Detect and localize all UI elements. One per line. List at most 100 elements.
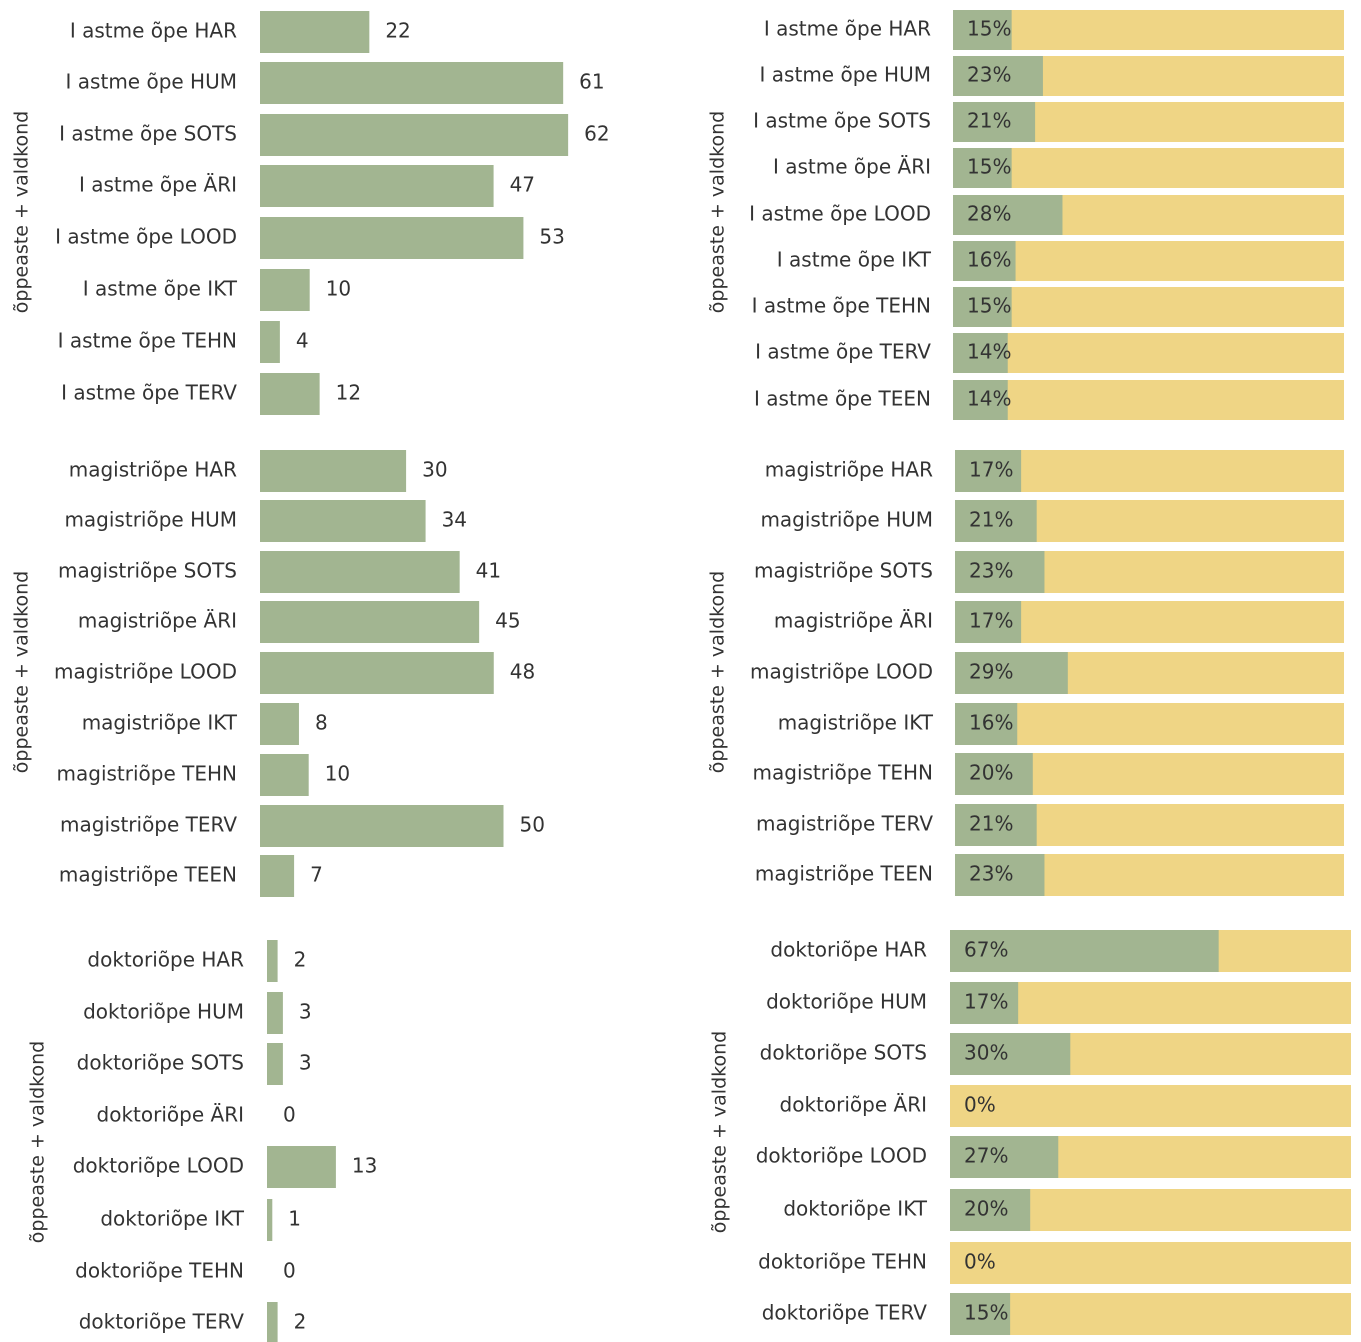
bar-remainder (953, 333, 1344, 373)
value-label: 41 (476, 559, 501, 583)
percent-label: 15% (967, 17, 1011, 41)
bar-remainder (950, 1293, 1351, 1335)
category-label: magistriõpe TEHN (753, 761, 933, 785)
value-label: 7 (310, 863, 323, 887)
category-label: I astme õpe IKT (83, 277, 238, 301)
bar-share (950, 982, 1019, 1024)
category-label: doktoriõpe TERV (762, 1301, 928, 1325)
category-label: doktoriõpe ÄRI (780, 1093, 927, 1117)
percent-label: 21% (969, 508, 1013, 532)
value-label: 4 (296, 329, 309, 353)
bar (260, 551, 460, 593)
category-label: I astme õpe ÄRI (773, 155, 931, 179)
axis-title: õppeaste + valdkond (709, 1031, 731, 1233)
percent-label: 14% (967, 340, 1011, 364)
category-label: doktoriõpe TEHN (758, 1250, 927, 1274)
category-label: magistriõpe TERV (756, 812, 933, 836)
bar (260, 11, 370, 53)
bar (260, 114, 569, 156)
bar-share (950, 1293, 1011, 1335)
value-label: 34 (442, 508, 467, 532)
bar-share (950, 1189, 1031, 1231)
bar-remainder (953, 148, 1344, 188)
category-label: I astme õpe HAR (764, 17, 931, 41)
category-label: I astme õpe TEHN (58, 329, 237, 353)
category-label: magistriõpe HUM (64, 508, 237, 532)
bar (267, 940, 278, 982)
value-label: 13 (352, 1154, 377, 1178)
category-label: I astme õpe HUM (760, 63, 931, 87)
category-label: I astme õpe IKT (777, 248, 932, 272)
category-label: doktoriõpe HAR (770, 938, 927, 962)
category-label: magistriõpe TERV (60, 813, 237, 837)
bar-share (950, 1033, 1071, 1075)
bar-share (955, 804, 1037, 846)
value-label: 10 (326, 277, 351, 301)
bar-share (955, 652, 1068, 694)
bar-remainder (950, 1085, 1351, 1127)
bar-share (953, 380, 1008, 420)
bar (260, 754, 309, 796)
category-label: magistriõpe HAR (765, 458, 933, 482)
value-label: 61 (579, 70, 604, 94)
percent-label: 23% (967, 63, 1011, 87)
value-label: 12 (336, 381, 361, 405)
axis-title: õppeaste + valdkond (707, 571, 729, 773)
category-label: doktoriõpe HUM (766, 990, 927, 1014)
value-label: 3 (299, 1051, 312, 1075)
bar (260, 652, 494, 694)
percent-label: 20% (964, 1197, 1008, 1221)
axis-title: õppeaste + valdkond (11, 111, 33, 313)
bar-share (953, 102, 1036, 142)
category-label: magistriõpe LOOD (54, 660, 237, 684)
bar-remainder (953, 241, 1344, 281)
percent-label: 20% (969, 761, 1013, 785)
bar (267, 1199, 273, 1241)
bar (260, 165, 494, 207)
value-label: 2 (294, 948, 307, 972)
percent-label: 21% (969, 812, 1013, 836)
bar (260, 217, 524, 259)
category-label: magistriõpe IKT (778, 711, 934, 735)
bar-share (953, 195, 1063, 235)
value-label: 47 (510, 173, 535, 197)
bar-share (950, 930, 1219, 972)
bar-share (953, 10, 1012, 50)
bar (260, 373, 320, 415)
bar-remainder (953, 380, 1344, 420)
category-label: doktoriõpe HAR (87, 948, 244, 972)
bar-share (950, 1136, 1059, 1178)
category-label: magistriõpe SOTS (754, 559, 933, 583)
bar (260, 805, 504, 847)
value-label: 62 (584, 122, 609, 146)
category-label: magistriõpe HUM (760, 508, 933, 532)
percent-label: 23% (969, 559, 1013, 583)
percent-label: 15% (964, 1301, 1008, 1325)
category-label: magistriõpe LOOD (750, 660, 933, 684)
percent-label: 14% (967, 387, 1011, 411)
category-label: doktoriõpe IKT (783, 1197, 927, 1221)
value-label: 3 (299, 1000, 312, 1024)
category-label: I astme õpe TERV (755, 340, 931, 364)
bar-share (953, 148, 1012, 188)
category-label: doktoriõpe TERV (79, 1310, 245, 1334)
bar-share (955, 500, 1037, 542)
bar-remainder (955, 703, 1344, 745)
category-label: I astme õpe LOOD (55, 225, 237, 249)
category-label: doktoriõpe SOTS (760, 1041, 927, 1065)
bar-share (953, 56, 1043, 96)
percent-label: 0% (964, 1093, 996, 1117)
bar (267, 1302, 278, 1342)
category-label: magistriõpe IKT (82, 711, 238, 735)
value-label: 1 (288, 1207, 301, 1231)
category-label: doktoriõpe LOOD (756, 1144, 927, 1168)
value-label: 8 (315, 711, 328, 735)
percent-label: 27% (964, 1144, 1008, 1168)
percent-label: 15% (967, 294, 1011, 318)
bar-share (953, 241, 1016, 281)
category-label: I astme õpe HAR (70, 19, 237, 43)
percent-label: 16% (967, 248, 1011, 272)
category-label: magistriõpe SOTS (58, 559, 237, 583)
value-label: 45 (495, 609, 520, 633)
percent-label: 17% (964, 990, 1008, 1014)
